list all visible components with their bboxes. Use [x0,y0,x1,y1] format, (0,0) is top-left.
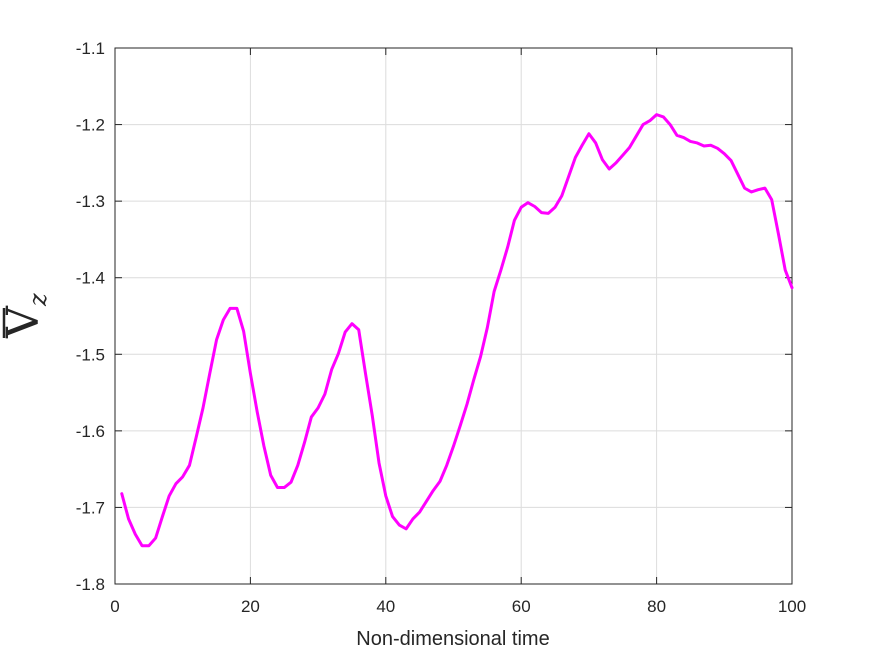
y-tick-label: -1.8 [76,575,105,594]
y-tick-label: -1.2 [76,116,105,135]
y-tick-label: -1.1 [76,39,105,58]
x-tick-label: 20 [241,597,260,616]
plot-area [114,47,793,585]
series-layer [120,113,794,548]
y-tick-label: -1.4 [76,269,105,288]
x-tick-label: 80 [647,597,666,616]
y-axis-label: V z [0,293,52,339]
y-tick-label: -1.3 [76,192,105,211]
y-axis-label-sub: z [24,293,52,307]
x-tick-label: 0 [110,597,119,616]
x-tick-label: 60 [512,597,531,616]
y-tick-label: -1.7 [76,498,105,517]
y-tick-label: -1.5 [76,345,105,364]
y-tick-label: -1.6 [76,422,105,441]
x-tick-label: 100 [778,597,806,616]
grid [114,47,793,585]
y-axis-label-main: V [0,305,49,339]
axis-ticks: 0 20 40 60 80 100 -1.8 -1.7 -1.6 -1.5 -1.4 -1.3 -1.2… [76,39,806,616]
x-tick-label: 40 [376,597,395,616]
x-axis-label: Non-dimensional time [356,628,549,650]
axis-labels: Non-dimensional time V z [0,293,550,650]
series-line [120,113,794,548]
